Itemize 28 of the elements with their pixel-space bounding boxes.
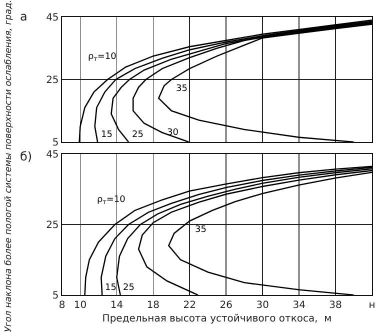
x-tick-label: н bbox=[368, 300, 376, 312]
series-label: 30 bbox=[167, 128, 179, 138]
x-tick-label: 26 bbox=[220, 300, 232, 312]
x-tick-label: 8 bbox=[58, 300, 66, 312]
x-tick-label: 10 bbox=[74, 300, 87, 312]
y-axis-title: Угол наклона более пологой системы поверхности ослабления, град. bbox=[4, 0, 14, 332]
x-tick-label: 14 bbox=[110, 300, 124, 312]
x-tick-label: 18 bbox=[146, 300, 160, 312]
series-label: 25 bbox=[132, 130, 144, 140]
x-tick-label: 38 bbox=[329, 300, 342, 312]
y-tick-label: 5 bbox=[52, 138, 59, 148]
y-tick-label: 5 bbox=[52, 290, 59, 302]
series-label: 15 bbox=[101, 130, 112, 140]
y-tick-label: 25 bbox=[46, 220, 59, 231]
y-tick-label: 45 bbox=[46, 150, 59, 160]
chart-title: а bbox=[20, 9, 28, 24]
x-axis-title: Предельная высота устойчивого откоса, м bbox=[102, 314, 332, 325]
y-tick-label: 25 bbox=[46, 75, 59, 86]
y-tick-label: 45 bbox=[46, 12, 59, 24]
series-label: 35 bbox=[176, 84, 188, 94]
chart-title: б) bbox=[20, 149, 32, 164]
series-label: 15 bbox=[105, 283, 116, 293]
x-tick-label: 22 bbox=[183, 300, 196, 312]
series-label: 25 bbox=[123, 283, 134, 293]
x-tick-label: 34 bbox=[292, 300, 306, 312]
series-label: ρ$_{т}$=10 bbox=[88, 52, 117, 63]
x-tick-label: 30 bbox=[256, 300, 269, 312]
series-label: 35 bbox=[195, 225, 206, 235]
